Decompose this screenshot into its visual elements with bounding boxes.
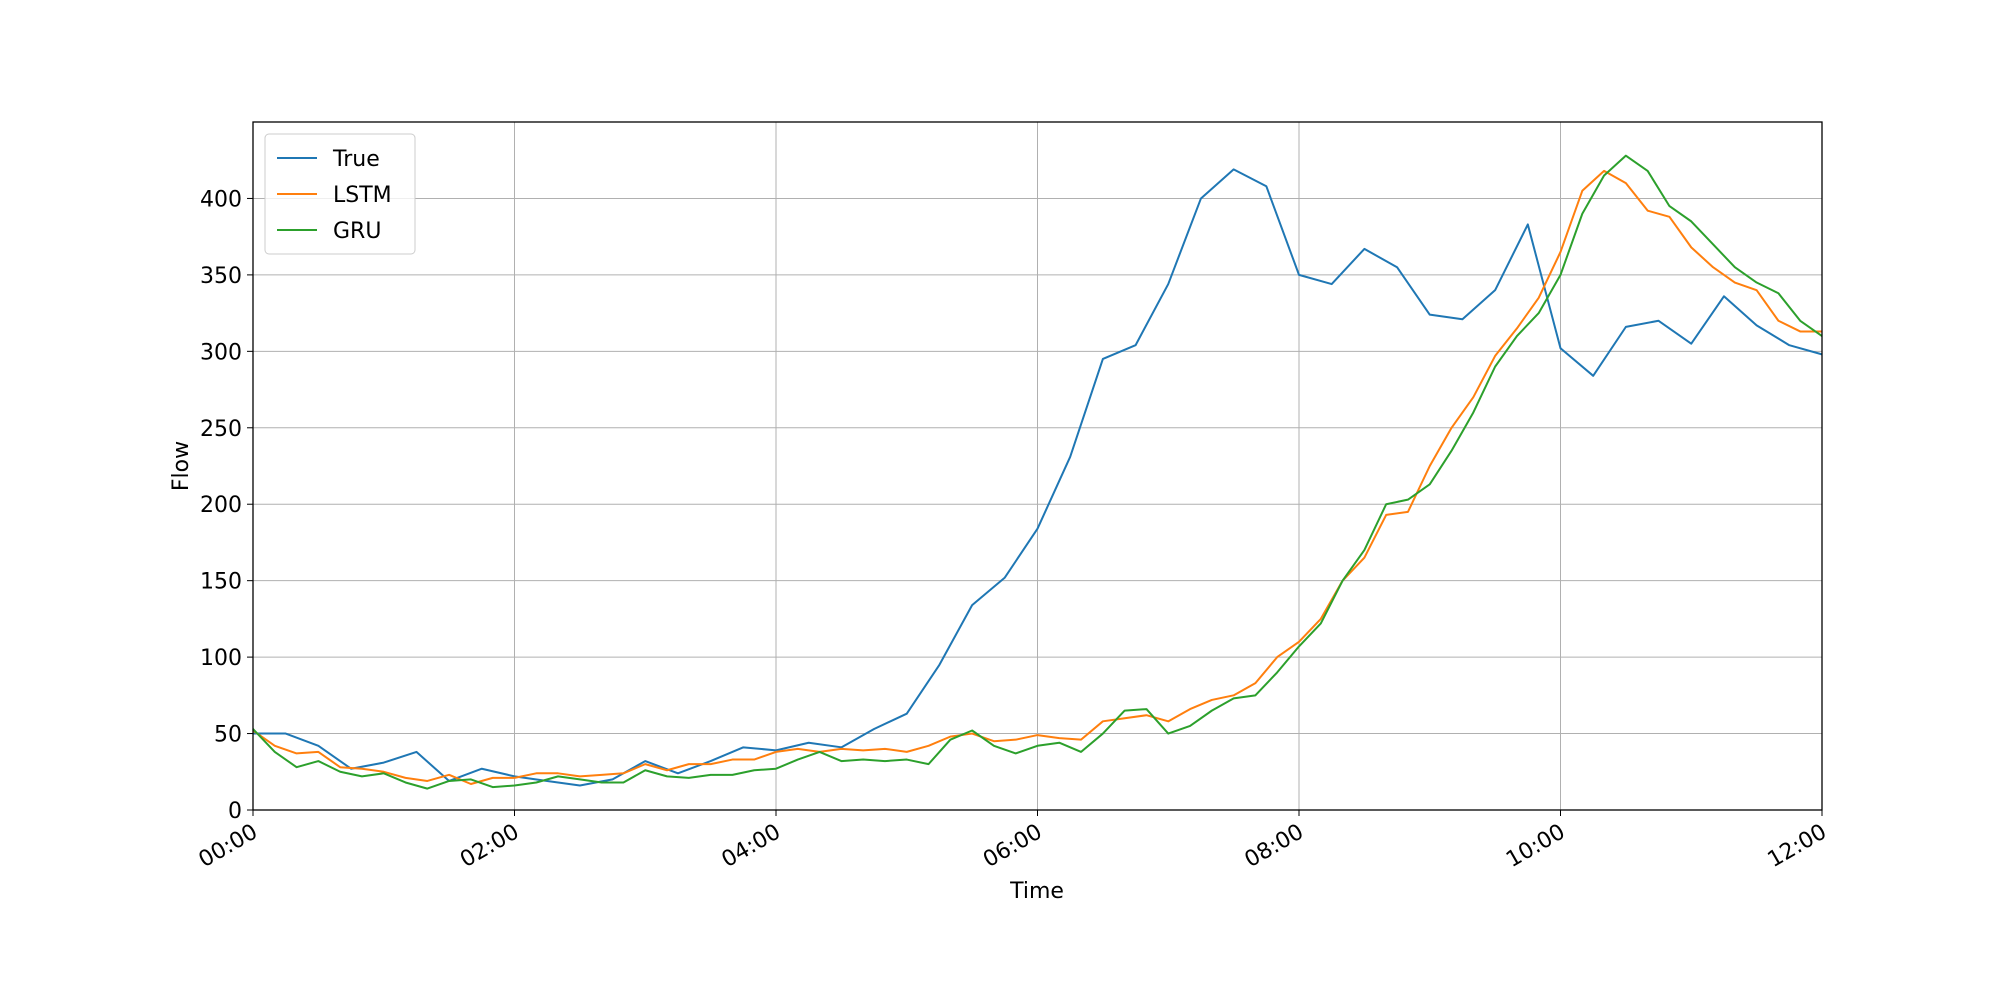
- y-axis-label: Flow: [169, 441, 194, 491]
- legend-box: [264, 133, 416, 255]
- y-tick-label: 100: [200, 646, 242, 671]
- series-line: [253, 168, 1823, 787]
- x-tick-label: 12:00: [1764, 820, 1831, 873]
- y-tick-label: 300: [200, 340, 242, 365]
- series-line: [252, 169, 1822, 786]
- x-tick-label: 04:00: [718, 820, 785, 873]
- x-tick-label: 06:00: [979, 820, 1046, 873]
- x-tick-label: 10:00: [1502, 820, 1569, 873]
- y-tick-label: 0: [228, 799, 242, 824]
- y-tick-label: 350: [200, 264, 242, 289]
- plot-frame: [252, 121, 1823, 811]
- x-tick-label: 00:00: [195, 820, 262, 873]
- x-axis-label: Time: [1009, 879, 1064, 904]
- legend-label: GRU: [333, 219, 381, 244]
- y-tick-label: 50: [214, 723, 242, 748]
- y-tick-label: 400: [200, 187, 242, 212]
- series-line: [252, 154, 1823, 790]
- y-tick-label: 150: [200, 570, 242, 595]
- legend-label: True: [332, 147, 380, 172]
- x-tick-label: 02:00: [456, 820, 523, 873]
- legend-label: LSTM: [333, 183, 392, 208]
- y-tick-label: 250: [200, 417, 242, 442]
- x-tick-label: 08:00: [1241, 820, 1308, 873]
- legend: True LSTM GRU: [264, 133, 416, 255]
- y-tick-label: 200: [200, 493, 242, 518]
